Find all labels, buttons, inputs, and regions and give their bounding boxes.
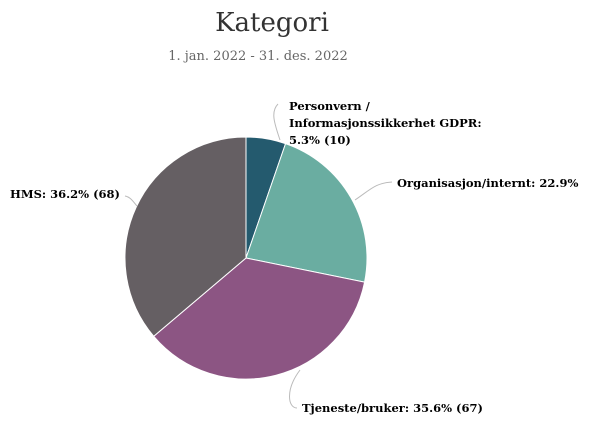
data-label-line: 5.3% (10): [289, 133, 351, 147]
leader-line: [124, 195, 138, 207]
data-label: HMS: 36.2% (68): [10, 187, 120, 201]
data-label-line: Informasjonssikkerhet GDPR:: [289, 116, 482, 130]
data-label: Organisasjon/internt: 22.9%: [397, 176, 578, 190]
leader-line: [354, 181, 393, 201]
leader-line: [273, 103, 281, 141]
data-label-line: Tjeneste/bruker: 35.6% (67): [302, 401, 483, 415]
data-label-line: HMS: 36.2% (68): [10, 187, 120, 201]
pie-slice: [245, 143, 368, 283]
data-label: Tjeneste/bruker: 35.6% (67): [302, 401, 483, 415]
pie-slice: [124, 136, 247, 337]
data-label-line: Personvern /: [289, 99, 371, 113]
leader-line: [289, 369, 301, 409]
pie-slice: [153, 257, 366, 380]
data-label-line: Organisasjon/internt: 22.9%: [397, 176, 578, 190]
data-label: Personvern / Informasjonssikkerhet GDPR: 5…: [289, 99, 482, 147]
chart-subtitle: 1. jan. 2022 - 31. des. 2022: [168, 49, 348, 64]
chart-title: Kategori: [215, 8, 329, 38]
